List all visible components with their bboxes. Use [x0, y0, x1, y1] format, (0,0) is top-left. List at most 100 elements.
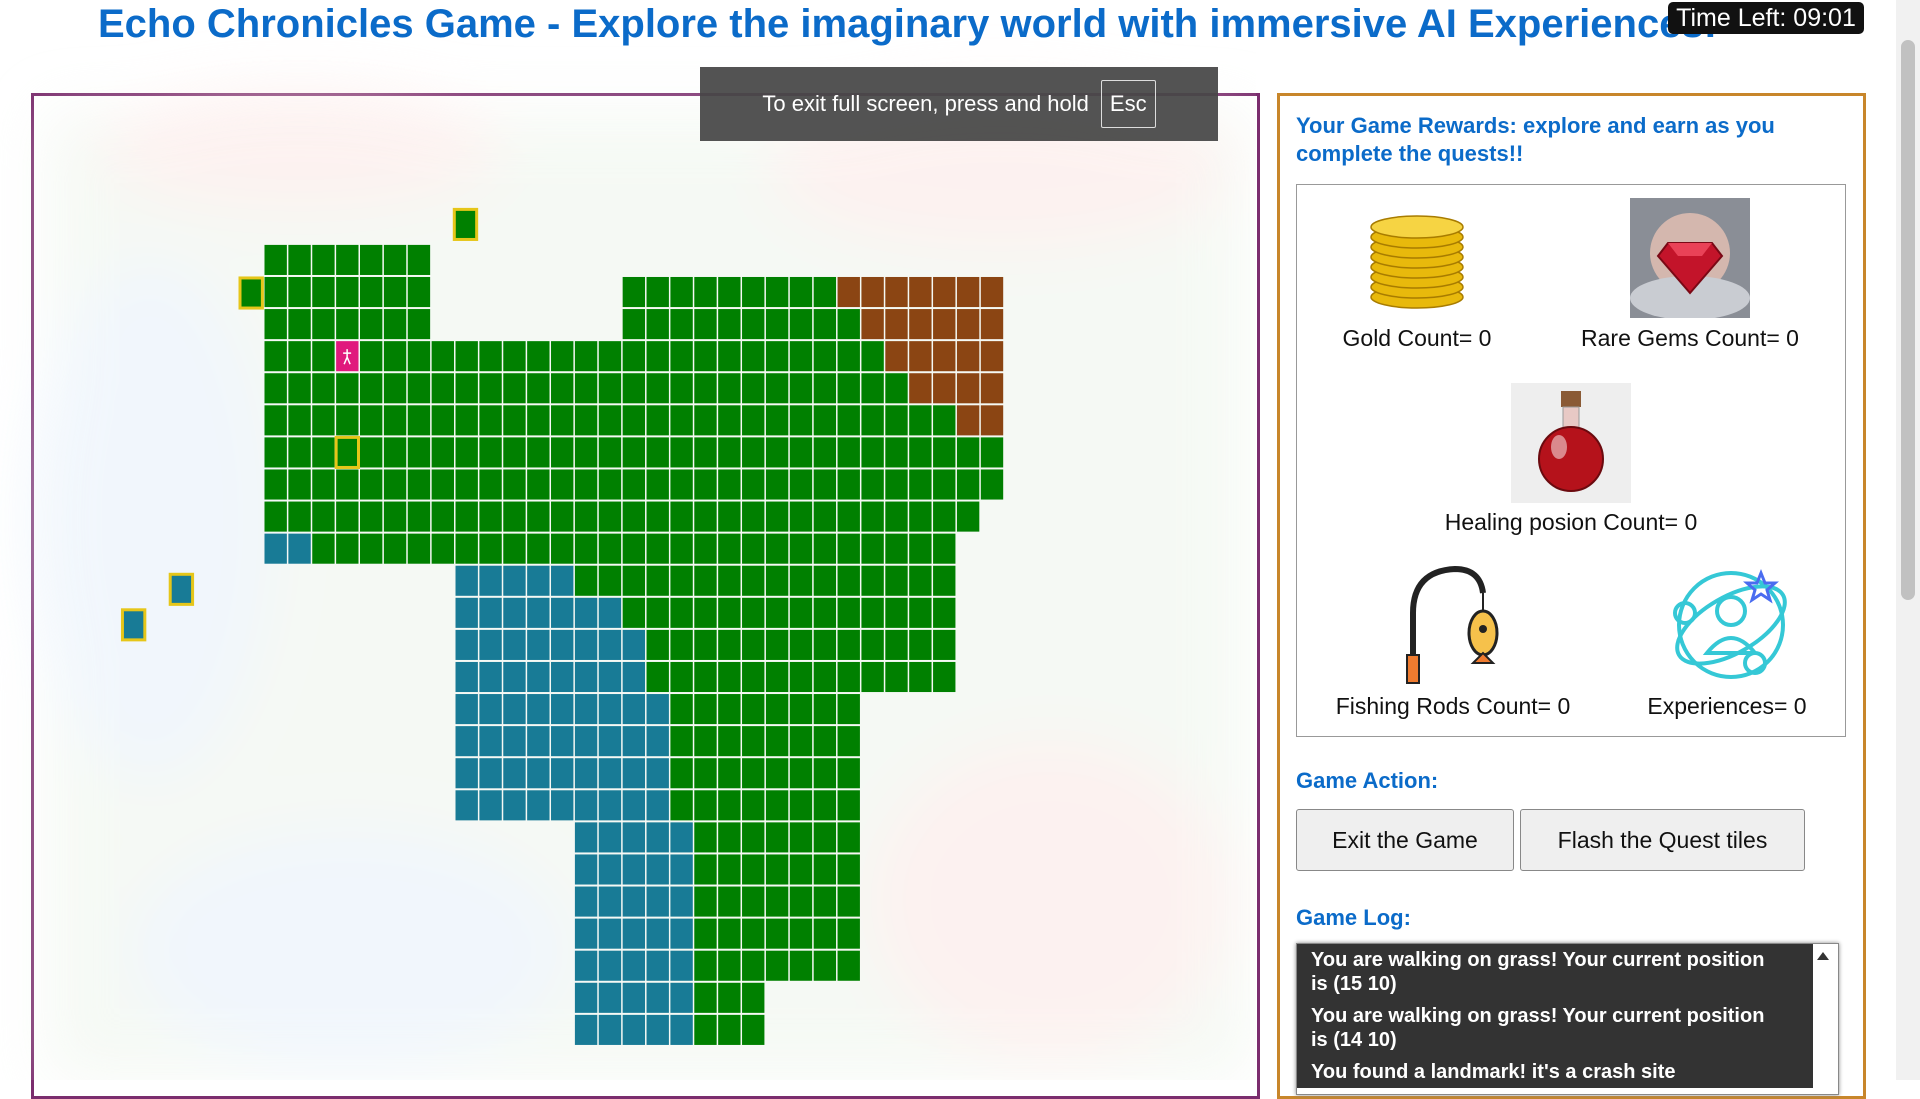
log-scroll-arrow[interactable] — [1813, 948, 1833, 964]
grass-tile — [503, 533, 526, 564]
water-tile — [598, 790, 622, 821]
grass-tile — [622, 565, 646, 596]
grass-tile — [813, 501, 837, 532]
water-tile — [574, 726, 598, 757]
grass-tile — [718, 341, 741, 372]
grass-tile — [479, 437, 502, 468]
page-scrollbar[interactable] — [1896, 0, 1920, 1080]
grass-tile — [885, 565, 908, 596]
grass-tile — [431, 405, 455, 436]
grass-tile — [455, 469, 478, 500]
grass-tile — [742, 886, 765, 917]
grass-tile — [312, 437, 335, 468]
grass-tile — [598, 373, 622, 404]
grass-tile — [646, 437, 669, 468]
quest-tile — [238, 276, 264, 310]
grass-tile — [765, 629, 789, 660]
log-entry: You are walking on grass! Your current p… — [1297, 944, 1813, 1000]
grass-tile — [431, 469, 455, 500]
grass-tile — [789, 405, 813, 436]
grass-tile — [646, 469, 669, 500]
grass-tile — [837, 469, 860, 500]
grass-tile — [718, 1014, 741, 1045]
grass-tile — [288, 244, 311, 275]
grass-tile — [837, 565, 860, 596]
log-heading: Game Log: — [1296, 905, 1411, 930]
grass-tile — [742, 726, 765, 757]
water-tile — [455, 629, 478, 660]
grass-tile — [813, 886, 837, 917]
grass-tile — [789, 822, 813, 853]
grass-tile — [789, 886, 813, 917]
toast-text: To exit full screen, press and hold — [762, 91, 1089, 116]
grass-tile — [933, 437, 956, 468]
grass-tile — [933, 405, 956, 436]
grass-tile — [622, 533, 646, 564]
water-tile — [527, 694, 550, 725]
grass-tile — [407, 244, 431, 275]
water-tile — [479, 661, 502, 693]
grass-tile — [742, 758, 765, 789]
water-tile — [503, 565, 526, 596]
water-tile — [551, 790, 574, 821]
grass-tile — [694, 661, 717, 693]
exit-button[interactable]: Exit the Game — [1296, 809, 1514, 871]
water-tile — [503, 790, 526, 821]
water-tile — [598, 661, 622, 693]
grass-tile — [670, 309, 693, 340]
grass-tile — [455, 437, 478, 468]
grass-tile — [980, 437, 1004, 468]
grass-tile — [765, 758, 789, 789]
grass-tile — [455, 341, 478, 372]
water-tile — [479, 565, 502, 596]
water-tile — [527, 629, 550, 660]
grass-tile — [861, 501, 884, 532]
grass-tile — [646, 597, 669, 628]
grass-tile — [789, 661, 813, 693]
flash-button[interactable]: Flash the Quest tiles — [1520, 809, 1805, 871]
grass-tile — [336, 533, 359, 564]
grass-tile — [574, 341, 598, 372]
grass-tile — [694, 758, 717, 789]
grass-tile — [670, 790, 693, 821]
grass-tile — [646, 501, 669, 532]
grass-tile — [312, 309, 335, 340]
grass-tile — [312, 244, 335, 275]
grass-tile — [933, 597, 956, 628]
water-tile — [527, 726, 550, 757]
water-tile — [670, 822, 693, 853]
grass-tile — [694, 565, 717, 596]
grass-tile — [813, 918, 837, 949]
grass-tile — [431, 533, 455, 564]
grass-tile — [527, 469, 550, 500]
scroll-thumb[interactable] — [1901, 40, 1915, 600]
grass-tile — [694, 501, 717, 532]
grass-tile — [694, 854, 717, 885]
grass-tile — [503, 469, 526, 500]
grass-tile — [742, 854, 765, 885]
grass-tile — [837, 661, 860, 693]
water-tile — [503, 726, 526, 757]
water-tile — [574, 982, 598, 1013]
water-tile — [503, 661, 526, 693]
grass-tile — [694, 341, 717, 372]
log-entry: You found a landmark! it's a crash site — [1297, 1056, 1813, 1088]
grass-tile — [909, 661, 932, 693]
grass-tile — [933, 533, 956, 564]
grass-tile — [383, 437, 407, 468]
grass-tile — [527, 373, 550, 404]
grass-tile — [670, 373, 693, 404]
grass-tile — [383, 501, 407, 532]
water-tile — [598, 822, 622, 853]
grass-tile — [813, 629, 837, 660]
grass-tile — [909, 565, 932, 596]
grass-tile — [718, 822, 741, 853]
rewards-heading: Your Game Rewards: explore and earn as y… — [1296, 113, 1775, 166]
grass-tile — [718, 565, 741, 596]
dirt-tile — [861, 309, 884, 340]
water-tile — [670, 886, 693, 917]
grass-tile — [312, 341, 335, 372]
grass-tile — [407, 405, 431, 436]
grass-tile — [694, 373, 717, 404]
grass-tile — [861, 661, 884, 693]
